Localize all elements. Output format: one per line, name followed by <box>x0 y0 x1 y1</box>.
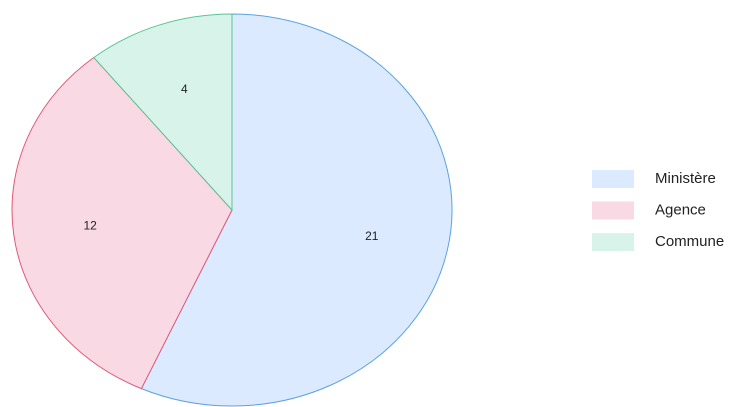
pie-slice <box>140 13 453 407</box>
data-label: 4 <box>181 82 188 96</box>
legend-label: Agence <box>655 201 706 218</box>
data-label: 21 <box>365 229 379 243</box>
legend-swatch <box>592 170 634 188</box>
pie-slice <box>93 13 233 212</box>
pie-slice <box>11 56 233 390</box>
legend-swatch <box>592 201 634 220</box>
data-label: 12 <box>83 218 97 232</box>
legend-label: Ministère <box>655 170 716 187</box>
legend-swatch <box>592 233 634 251</box>
legend-label: Commune <box>655 233 724 250</box>
